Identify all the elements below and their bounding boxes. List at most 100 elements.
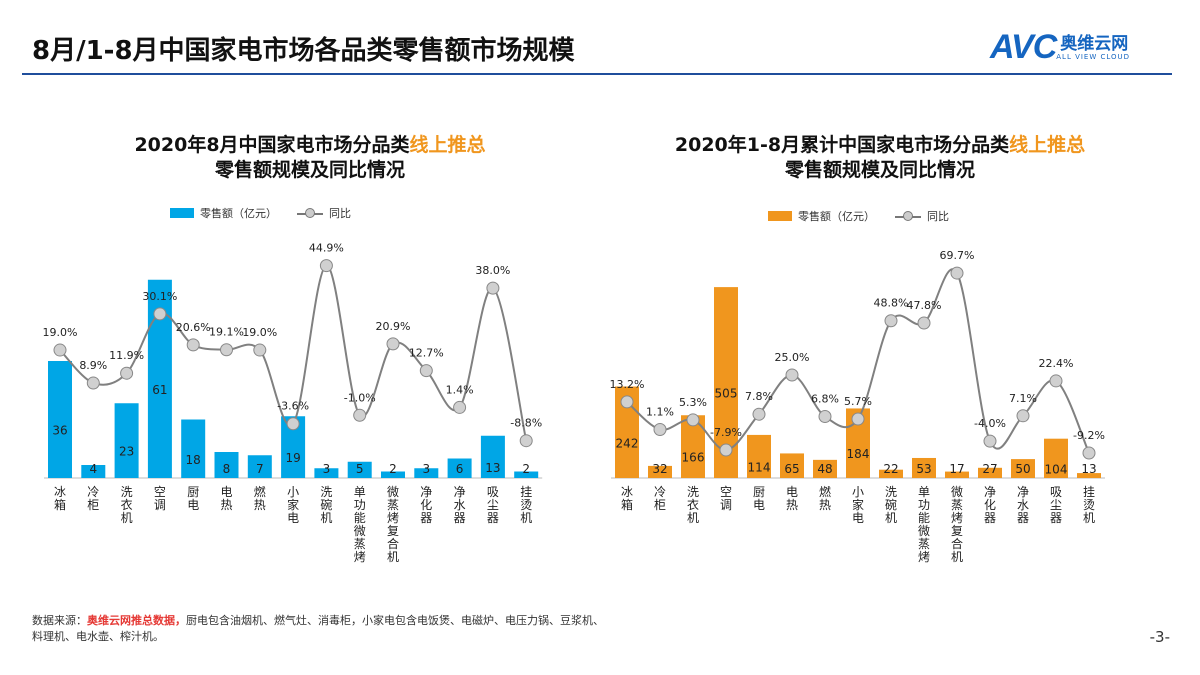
legend-bar-label: 零售额（亿元） bbox=[798, 210, 875, 223]
right-bar bbox=[648, 465, 672, 478]
left-yoy-label: -8.8% bbox=[510, 417, 542, 430]
page-title: 8月/1-8月中国家电市场各品类零售额市场规模 bbox=[32, 36, 575, 66]
left-category-label: 洗 bbox=[320, 485, 332, 499]
right-category-label: 器 bbox=[984, 511, 996, 525]
left-bar-label: 6 bbox=[456, 462, 464, 476]
left-category-label: 热 bbox=[220, 498, 232, 512]
left-category-label: 器 bbox=[487, 511, 499, 525]
right-category-label: 蒸 bbox=[918, 537, 930, 551]
left-yoy-marker bbox=[253, 343, 267, 357]
left-title-highlight: 线上推总 bbox=[409, 134, 486, 156]
right-yoy-line bbox=[626, 268, 1090, 454]
left-bar bbox=[181, 419, 206, 478]
left-category-label: 电 bbox=[287, 511, 299, 525]
left-category-label: 净 bbox=[454, 485, 466, 499]
right-yoy-label: 48.8% bbox=[874, 297, 909, 310]
left-yoy-marker bbox=[353, 408, 367, 422]
left-bar-label: 5 bbox=[356, 462, 364, 476]
left-yoy-marker bbox=[519, 434, 533, 448]
left-bar bbox=[247, 455, 272, 478]
left-yoy-label: 19.0% bbox=[242, 326, 277, 339]
logo-cn: 奥维云网 bbox=[1060, 33, 1129, 54]
left-category-label: 洗 bbox=[121, 485, 133, 499]
left-category-label: 柜 bbox=[87, 498, 99, 512]
left-category-label: 合 bbox=[387, 536, 399, 551]
right-category-label: 冰 bbox=[621, 485, 633, 499]
right-yoy-marker bbox=[917, 316, 931, 330]
left-category-label: 调 bbox=[154, 498, 166, 512]
right-category-label: 小 bbox=[852, 485, 864, 499]
left-bar-label: 23 bbox=[119, 445, 134, 459]
left-bar bbox=[447, 458, 472, 478]
right-bar-label: 65 bbox=[784, 462, 799, 476]
left-category-label: 挂 bbox=[520, 485, 532, 499]
right-bar bbox=[1077, 473, 1101, 478]
right-title-line2: 零售额规模及同比情况 bbox=[784, 159, 975, 181]
right-yoy-marker bbox=[884, 314, 898, 328]
right-legend: 零售额（亿元） 同比 bbox=[768, 208, 949, 224]
right-category-label: 箱 bbox=[621, 497, 633, 512]
avc-logo: AVC 奥维云网 ALL VIEW CLOUD bbox=[990, 28, 1130, 67]
right-yoy-label: 25.0% bbox=[775, 351, 810, 364]
left-yoy-marker bbox=[386, 337, 400, 351]
footer-label: 数据来源： bbox=[32, 614, 87, 627]
right-bar-label: 27 bbox=[982, 462, 997, 476]
right-chart-title: 2020年1-8月累计中国家电市场分品类线上推总 零售额规模及同比情况 bbox=[620, 133, 1140, 183]
left-bar bbox=[414, 468, 439, 478]
left-bar bbox=[48, 361, 72, 478]
right-bar-label: 166 bbox=[682, 451, 705, 465]
right-category-label: 厨 bbox=[753, 485, 765, 499]
right-category-label: 机 bbox=[951, 550, 963, 564]
right-category-label: 燃 bbox=[819, 484, 831, 499]
right-category-label: 热 bbox=[786, 498, 798, 512]
right-bar bbox=[912, 457, 936, 478]
left-category-label: 净 bbox=[420, 485, 432, 499]
right-category-label: 净 bbox=[984, 485, 996, 499]
left-category-label: 空 bbox=[154, 485, 166, 499]
right-yoy-label: 5.7% bbox=[844, 395, 872, 408]
right-category-label: 柜 bbox=[654, 498, 666, 512]
left-yoy-label: 20.9% bbox=[376, 320, 411, 333]
left-category-label: 机 bbox=[387, 550, 399, 564]
left-bar-label: 61 bbox=[152, 383, 167, 397]
legend-bar-label: 零售额（亿元） bbox=[200, 207, 277, 220]
left-bar-label: 3 bbox=[323, 462, 331, 476]
right-yoy-marker bbox=[983, 434, 997, 448]
legend-line-swatch bbox=[297, 208, 323, 218]
right-yoy-label: 7.1% bbox=[1009, 392, 1037, 405]
left-yoy-label: -3.6% bbox=[277, 400, 309, 413]
left-bar bbox=[480, 435, 505, 478]
left-category-label: 电 bbox=[220, 485, 232, 499]
left-category-label: 烤 bbox=[387, 510, 399, 525]
left-yoy-label: 19.1% bbox=[209, 326, 244, 339]
right-bar-label: 505 bbox=[715, 387, 738, 401]
right-bar bbox=[813, 459, 837, 478]
right-title-part1: 2020年1-8月累计中国家电市场分品类 bbox=[674, 134, 1010, 156]
left-yoy-marker bbox=[86, 376, 100, 390]
left-category-label: 机 bbox=[520, 511, 532, 525]
right-category-label: 洗 bbox=[687, 485, 699, 499]
right-bar-label: 242 bbox=[616, 436, 639, 450]
right-category-label: 机 bbox=[1083, 511, 1095, 525]
right-category-label: 水 bbox=[1017, 498, 1029, 512]
left-category-label: 微 bbox=[354, 524, 366, 538]
right-category-label: 尘 bbox=[1050, 498, 1062, 512]
right-yoy-label: -9.2% bbox=[1073, 429, 1105, 442]
page-number: -3- bbox=[1149, 628, 1170, 646]
left-category-label: 冷 bbox=[87, 485, 99, 499]
left-legend: 零售额（亿元） 同比 bbox=[170, 205, 351, 221]
right-yoy-marker bbox=[785, 368, 799, 382]
right-yoy-marker bbox=[1049, 374, 1063, 388]
right-yoy-marker bbox=[719, 443, 733, 457]
footer-source: 奥维云网推总数据， bbox=[87, 614, 186, 627]
right-category-label: 调 bbox=[720, 498, 732, 512]
right-bar-label: 104 bbox=[1045, 462, 1068, 476]
right-category-label: 机 bbox=[885, 511, 897, 525]
right-category-label: 复 bbox=[951, 524, 963, 538]
right-bar-label: 48 bbox=[817, 462, 832, 476]
left-bar-label: 7 bbox=[256, 462, 264, 476]
left-bar-label: 2 bbox=[522, 462, 530, 476]
left-bar bbox=[314, 468, 339, 478]
right-yoy-marker bbox=[851, 412, 865, 426]
left-yoy-label: 38.0% bbox=[475, 264, 510, 277]
